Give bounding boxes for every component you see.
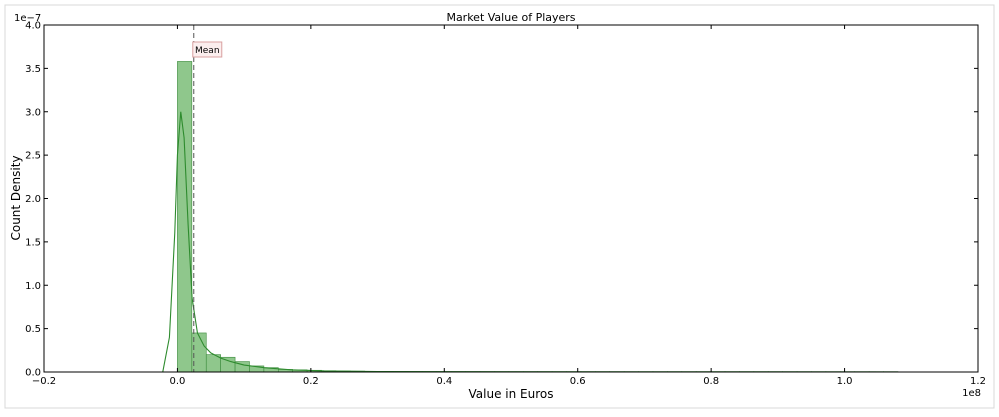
- x-tick-label: 1.2: [970, 376, 986, 387]
- mean-label: Mean: [195, 46, 220, 56]
- y-tick-label: 1.5: [25, 237, 41, 248]
- y-axis-label: Count Density: [9, 155, 23, 240]
- y-tick-label: 2.0: [25, 194, 41, 205]
- chart-title: Market Value of Players: [446, 11, 575, 24]
- y-tick-label: 3.0: [25, 107, 41, 118]
- y-tick-label: 3.5: [25, 64, 41, 75]
- x-tick-label: 0.4: [436, 376, 452, 387]
- x-axis-offset-label: 1e8: [962, 388, 981, 399]
- x-tick-label: 0.8: [703, 376, 719, 387]
- x-tick-label: 0.0: [169, 376, 185, 387]
- x-tick-label: 1.0: [837, 376, 853, 387]
- x-axis-label: Value in Euros: [469, 387, 554, 401]
- y-tick-label: 1.0: [25, 281, 41, 292]
- y-tick-label: 0.5: [25, 324, 41, 335]
- x-tick-label: 0.2: [303, 376, 319, 387]
- histogram-bar: [221, 357, 235, 372]
- y-axis-offset-label: 1e−7: [14, 13, 41, 24]
- y-tick-label: 0.0: [25, 368, 41, 379]
- histogram-bar: [177, 61, 191, 372]
- x-tick-label: 0.6: [570, 376, 586, 387]
- y-tick-label: 2.5: [25, 151, 41, 162]
